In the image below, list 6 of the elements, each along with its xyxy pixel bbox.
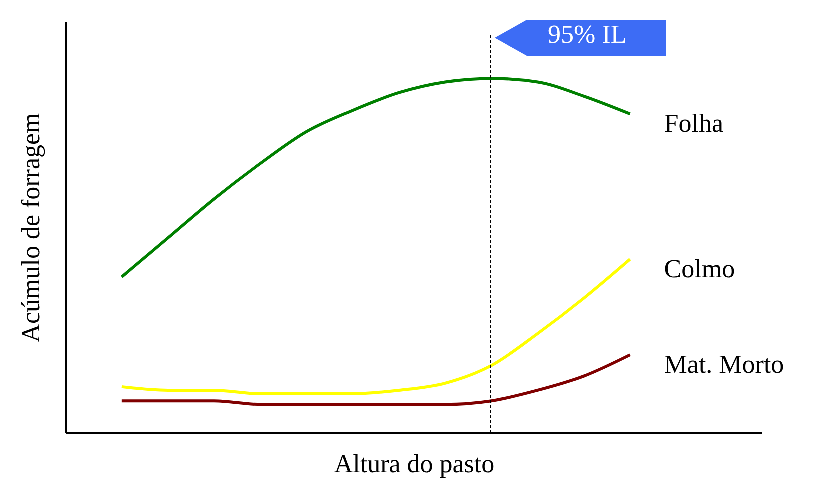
- series-label: Folha: [664, 109, 724, 138]
- series-label: Colmo: [664, 254, 736, 284]
- series-label: Mat. Morto: [664, 350, 784, 380]
- text: 95% IL: [548, 20, 627, 51]
- x-axis-title: Altura do pasto: [334, 450, 495, 478]
- y-axis-title: Acúmulo de forragem: [16, 113, 46, 343]
